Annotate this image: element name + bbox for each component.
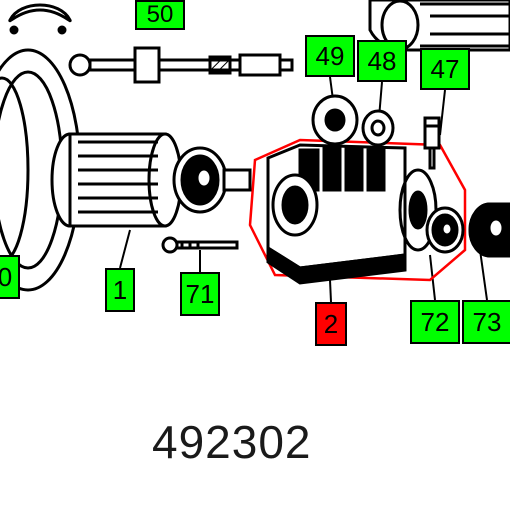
callout-71[interactable]: 71 <box>180 272 220 316</box>
callout-label: 48 <box>368 46 397 77</box>
callout-label: 1 <box>113 275 127 306</box>
callout-73[interactable]: 73 <box>462 300 510 344</box>
callout-49[interactable]: 49 <box>305 35 355 77</box>
part-number: 492302 <box>152 415 312 469</box>
callout-1[interactable]: 1 <box>105 268 135 312</box>
callout-label: 73 <box>473 307 502 338</box>
callout-label: 50 <box>147 1 174 29</box>
callout-0[interactable]: 0 <box>0 255 20 299</box>
callout-label: 47 <box>431 54 460 85</box>
callout-label: 0 <box>0 262 12 293</box>
callout-label: 71 <box>186 279 215 310</box>
callout-label: 49 <box>316 41 345 72</box>
callout-label: 72 <box>421 307 450 338</box>
callout-72[interactable]: 72 <box>410 300 460 344</box>
callout-label: 2 <box>324 309 338 340</box>
callout-47[interactable]: 47 <box>420 48 470 90</box>
callout-2[interactable]: 2 <box>315 302 347 346</box>
callout-50[interactable]: 50 <box>135 0 185 30</box>
callout-48[interactable]: 48 <box>357 40 407 82</box>
